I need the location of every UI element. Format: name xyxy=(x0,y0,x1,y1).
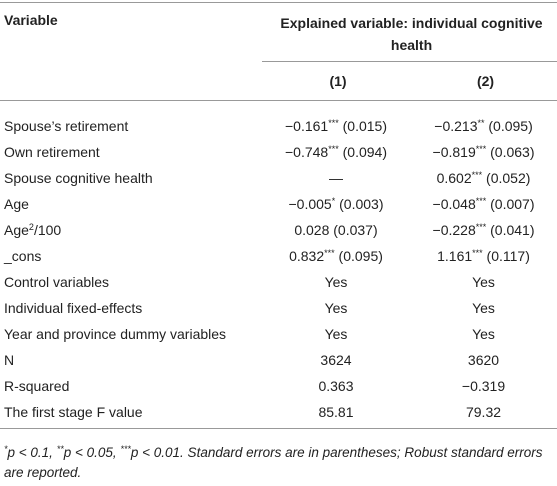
row-label: Year and province dummy variables xyxy=(4,326,227,342)
cell: 0.028 (0.037) xyxy=(294,222,378,238)
label-part: Age xyxy=(4,222,29,238)
row-label: Spouse’s retirement xyxy=(4,118,129,134)
row-label: R-squared xyxy=(4,378,70,394)
table-body: Spouse’s retirement −0.161*** (0.015) −0.2… xyxy=(0,101,557,429)
cell: 85.81 xyxy=(262,399,410,429)
cell: Yes xyxy=(324,274,348,290)
row-label: Spouse cognitive health xyxy=(4,170,153,186)
header-variable: Variable xyxy=(0,2,262,101)
table-row: Own retirement −0.748*** (0.094) −0.819***… xyxy=(0,139,557,165)
cell: −0.819*** (0.063) xyxy=(432,144,535,160)
cell: 3624 xyxy=(320,352,352,368)
cell: 0.602*** (0.052) xyxy=(436,170,531,186)
cell: Yes xyxy=(324,326,348,342)
row-label: Individual fixed-effects xyxy=(4,300,143,316)
row-label: _cons xyxy=(4,248,42,264)
table-row: N 3624 3620 xyxy=(0,347,557,373)
cell: 1.161*** (0.117) xyxy=(437,248,530,264)
cell: 0.832*** (0.095) xyxy=(289,248,383,264)
row-label: Control variables xyxy=(4,274,110,290)
column-header: (1) xyxy=(262,61,410,101)
table-row: Control variables Yes Yes xyxy=(0,269,557,295)
label-part: /100 xyxy=(33,222,62,238)
cell: −0.319 xyxy=(461,378,506,394)
footnote: *p < 0.1, **p < 0.05, ***p < 0.01. Stand… xyxy=(4,444,543,481)
table-row: Age −0.005* (0.003) −0.048*** (0.007) xyxy=(0,191,557,217)
cell: — xyxy=(329,170,343,186)
row-label: The first stage F value xyxy=(0,399,262,429)
results-table: Variable Explained variable: individual … xyxy=(0,2,557,429)
table-row: Age2/100 0.028 (0.037) −0.228*** (0.041) xyxy=(0,217,557,243)
cell: −0.048*** (0.007) xyxy=(432,196,535,212)
table-row: _cons 0.832*** (0.095) 1.161*** (0.117) xyxy=(0,243,557,269)
row-label: Age xyxy=(4,196,29,212)
cell: −0.213** (0.095) xyxy=(434,118,533,134)
table-row: R-squared 0.363 −0.319 xyxy=(0,373,557,399)
cell: 0.363 xyxy=(318,378,354,394)
row-label: N xyxy=(4,352,15,368)
row-label: Own retirement xyxy=(4,144,100,160)
table-row: The first stage F value 85.81 79.32 xyxy=(0,399,557,429)
cell: 3620 xyxy=(467,352,500,368)
table-row: Year and province dummy variables Yes Yes xyxy=(0,321,557,347)
cell: Yes xyxy=(472,274,495,290)
cell: Yes xyxy=(324,300,348,316)
header-explained: Explained variable: individual cognitive… xyxy=(280,15,543,53)
cell: −0.161*** (0.015) xyxy=(285,118,387,134)
cell: −0.748*** (0.094) xyxy=(285,144,387,160)
table-row: Spouse cognitive health — 0.602*** (0.052) xyxy=(0,165,557,191)
cell: Yes xyxy=(472,326,495,342)
cell: −0.005* (0.003) xyxy=(288,196,384,212)
cell: 79.32 xyxy=(410,399,557,429)
cell: −0.228*** (0.041) xyxy=(432,222,535,238)
column-header: (2) xyxy=(410,61,557,101)
table-row: Spouse’s retirement −0.161*** (0.015) −0.2… xyxy=(0,101,557,140)
row-label: Age2/100 xyxy=(0,217,262,243)
label-part: 2 xyxy=(28,222,34,232)
cell: Yes xyxy=(472,300,495,316)
table-row: Individual fixed-effects Yes Yes xyxy=(0,295,557,321)
